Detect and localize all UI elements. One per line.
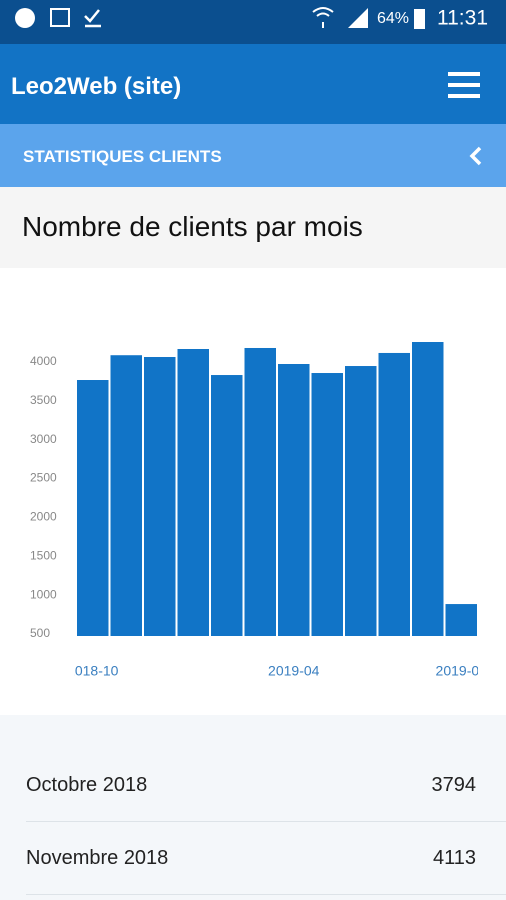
y-tick-label: 1000 — [30, 587, 57, 601]
bar — [278, 364, 310, 636]
clock: 11:31 — [437, 7, 488, 30]
table-row[interactable]: Octobre 2018 3794 — [26, 748, 506, 822]
bar — [311, 373, 343, 636]
y-tick-label: 2000 — [30, 510, 57, 524]
image-icon — [50, 8, 70, 27]
x-tick-label: 2018-10 — [67, 663, 119, 679]
bar — [177, 349, 209, 636]
bar — [244, 347, 276, 636]
collapse-icon[interactable] — [468, 146, 484, 166]
check-icon — [84, 9, 101, 28]
y-tick-label: 3000 — [30, 432, 57, 446]
bar — [445, 604, 477, 636]
bar — [345, 366, 377, 636]
y-tick-label: 500 — [30, 626, 50, 640]
bar — [110, 355, 142, 636]
y-tick-label: 2500 — [30, 471, 57, 485]
row-value: 4113 — [432, 847, 476, 869]
card-title: Nombre de clients par mois — [22, 211, 363, 242]
menu-button[interactable] — [448, 72, 480, 98]
wifi-icon — [312, 7, 334, 28]
signal-icon — [348, 8, 368, 28]
battery-icon — [414, 9, 425, 29]
row-value: 3794 — [431, 774, 477, 796]
app-title: Leo2Web (site) — [11, 73, 182, 100]
section-title: STATISTIQUES CLIENTS — [23, 147, 222, 166]
row-label: Octobre 2018 — [26, 774, 148, 796]
y-tick-label: 3500 — [30, 393, 57, 407]
bar — [144, 357, 176, 636]
card-header: Nombre de clients par mois — [0, 187, 506, 268]
x-tick-label: 2019-09 — [436, 663, 488, 679]
bar — [211, 375, 243, 636]
battery-text: 64% — [377, 10, 409, 27]
app-bar: Leo2Web (site) — [0, 44, 506, 124]
bar — [378, 352, 410, 636]
y-tick-label: 1500 — [30, 548, 57, 562]
row-label: Novembre 2018 — [26, 847, 169, 869]
notif-icon — [15, 8, 35, 28]
status-icons: 64% 11:31 — [15, 7, 488, 30]
x-tick-label: 2019-04 — [268, 663, 320, 679]
section-header[interactable]: STATISTIQUES CLIENTS — [0, 124, 506, 187]
y-tick-label: 4000 — [30, 354, 57, 368]
chart: 2018-10 2019-04 2019-09 500 1000 1500 2000 250… — [30, 342, 488, 679]
status-bar: 64% 11:31 — [0, 0, 506, 44]
bar — [77, 380, 109, 636]
bar — [412, 342, 444, 636]
chart-container: 2018-10 2019-04 2019-09 500 1000 1500 2000 250… — [0, 268, 506, 715]
table-row[interactable]: Novembre 2018 4113 — [26, 821, 506, 895]
